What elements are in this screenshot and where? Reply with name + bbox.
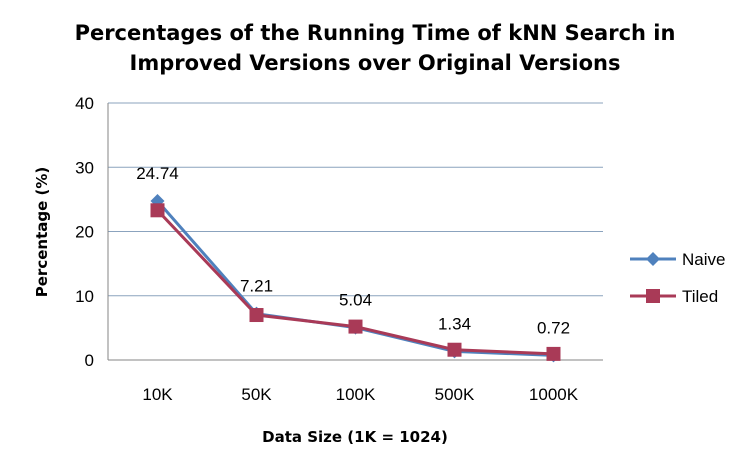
x-axis-title: Data Size (1K = 1024) <box>262 428 448 446</box>
x-tick-label: 50K <box>241 385 272 404</box>
y-tick-label: 30 <box>75 158 94 177</box>
data-label: 24.74 <box>136 164 179 183</box>
x-tick-label: 500K <box>435 385 475 404</box>
y-tick-label: 40 <box>75 94 94 113</box>
data-label: 7.21 <box>240 277 273 296</box>
y-tick-label: 20 <box>75 223 94 242</box>
legend-marker-tiled <box>646 289 660 303</box>
data-labels: 24.74 7.21 5.04 1.34 0.72 <box>136 164 570 337</box>
x-tick-label: 1000K <box>529 385 579 404</box>
data-label: 0.72 <box>537 318 570 337</box>
point-tiled <box>447 342 462 357</box>
legend-label-naive: Naive <box>682 250 725 269</box>
point-tiled <box>348 319 363 334</box>
x-axis-ticks: 10K 50K 100K 500K 1000K <box>142 385 578 404</box>
y-tick-label: 0 <box>85 351 94 370</box>
point-tiled <box>546 346 561 361</box>
legend: Naive Tiled <box>630 250 725 306</box>
y-axis-ticks: 0 10 20 30 40 <box>75 94 94 370</box>
y-tick-label: 10 <box>75 287 94 306</box>
point-tiled <box>249 308 264 323</box>
x-tick-label: 100K <box>336 385 376 404</box>
series-group <box>150 194 561 363</box>
legend-marker-naive <box>646 252 660 266</box>
chart-title-line-2: Improved Versions over Original Versions <box>130 51 621 75</box>
y-axis-title: Percentage (%) <box>33 167 51 297</box>
data-label: 1.34 <box>438 314 471 333</box>
point-tiled <box>150 203 165 218</box>
data-label: 5.04 <box>339 291 372 310</box>
x-tick-label: 10K <box>142 385 173 404</box>
chart-title-line-1: Percentages of the Running Time of kNN S… <box>75 21 676 45</box>
gridlines <box>107 102 603 361</box>
legend-label-tiled: Tiled <box>682 287 718 306</box>
